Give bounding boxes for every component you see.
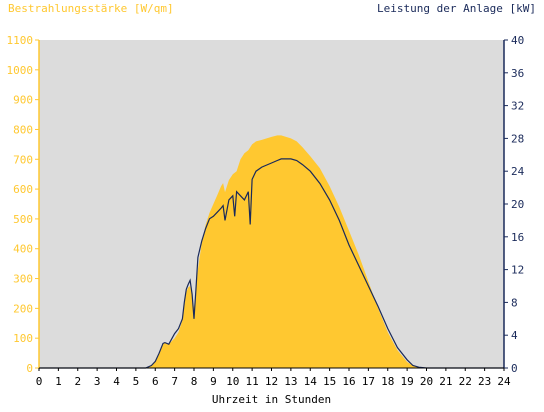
x-tick-label: 13	[284, 375, 297, 388]
left-tick-label: 700	[13, 153, 33, 166]
x-tick-label: 9	[210, 375, 217, 388]
right-axis-title: Leistung der Anlage [kW]	[377, 2, 536, 15]
irradiance-area-series	[39, 135, 504, 368]
left-tick-label: 1100	[7, 34, 34, 47]
x-tick-label: 12	[265, 375, 278, 388]
left-tick-label: 500	[13, 213, 33, 226]
x-axis-title: Uhrzeit in Stunden	[212, 393, 331, 406]
right-tick-label: 0	[511, 362, 518, 375]
left-tick-label: 200	[13, 302, 33, 315]
x-tick-label: 15	[323, 375, 336, 388]
left-tick-label: 0	[26, 362, 33, 375]
left-tick-label: 600	[13, 183, 33, 196]
x-tick-label: 17	[362, 375, 375, 388]
right-tick-label: 4	[511, 329, 518, 342]
x-tick-label: 1	[55, 375, 62, 388]
left-tick-label: 300	[13, 273, 33, 286]
x-tick-label: 2	[74, 375, 81, 388]
ticks-layer: 0100200300400500600700800900100011000481…	[7, 34, 525, 388]
x-tick-label: 18	[381, 375, 394, 388]
irradiance-area-layer	[39, 135, 504, 368]
right-tick-label: 40	[511, 34, 524, 47]
left-axis-title: Bestrahlungsstärke [W/qm]	[8, 2, 174, 15]
x-tick-label: 6	[152, 375, 159, 388]
x-tick-label: 10	[226, 375, 239, 388]
right-tick-label: 28	[511, 132, 524, 145]
x-tick-label: 3	[94, 375, 101, 388]
x-tick-label: 8	[191, 375, 198, 388]
right-tick-label: 16	[511, 231, 524, 244]
x-tick-label: 19	[401, 375, 414, 388]
power-line-series	[39, 158, 504, 369]
right-tick-label: 8	[511, 296, 518, 309]
x-tick-label: 20	[420, 375, 433, 388]
right-tick-label: 32	[511, 100, 524, 113]
left-tick-label: 900	[13, 94, 33, 107]
x-tick-label: 0	[36, 375, 43, 388]
x-tick-label: 21	[439, 375, 452, 388]
x-tick-label: 23	[478, 375, 491, 388]
right-tick-label: 12	[511, 264, 524, 277]
left-tick-label: 1000	[7, 64, 34, 77]
left-tick-label: 400	[13, 243, 33, 256]
x-tick-label: 4	[113, 375, 120, 388]
left-tick-label: 100	[13, 332, 33, 345]
right-tick-label: 36	[511, 67, 524, 80]
x-tick-label: 7	[171, 375, 178, 388]
right-tick-label: 20	[511, 198, 524, 211]
x-tick-label: 24	[497, 375, 511, 388]
x-tick-label: 14	[304, 375, 318, 388]
x-tick-label: 11	[246, 375, 259, 388]
right-tick-label: 24	[511, 165, 525, 178]
power-line-layer	[39, 158, 504, 369]
x-tick-label: 22	[459, 375, 472, 388]
x-tick-label: 5	[133, 375, 140, 388]
left-tick-label: 800	[13, 123, 33, 136]
x-tick-label: 16	[342, 375, 355, 388]
